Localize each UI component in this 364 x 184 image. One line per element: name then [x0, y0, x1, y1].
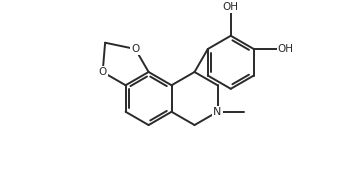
Text: OH: OH [278, 44, 294, 54]
Text: O: O [99, 67, 107, 77]
Text: OH: OH [223, 2, 239, 12]
Text: O: O [131, 44, 139, 54]
Text: N: N [213, 107, 222, 117]
